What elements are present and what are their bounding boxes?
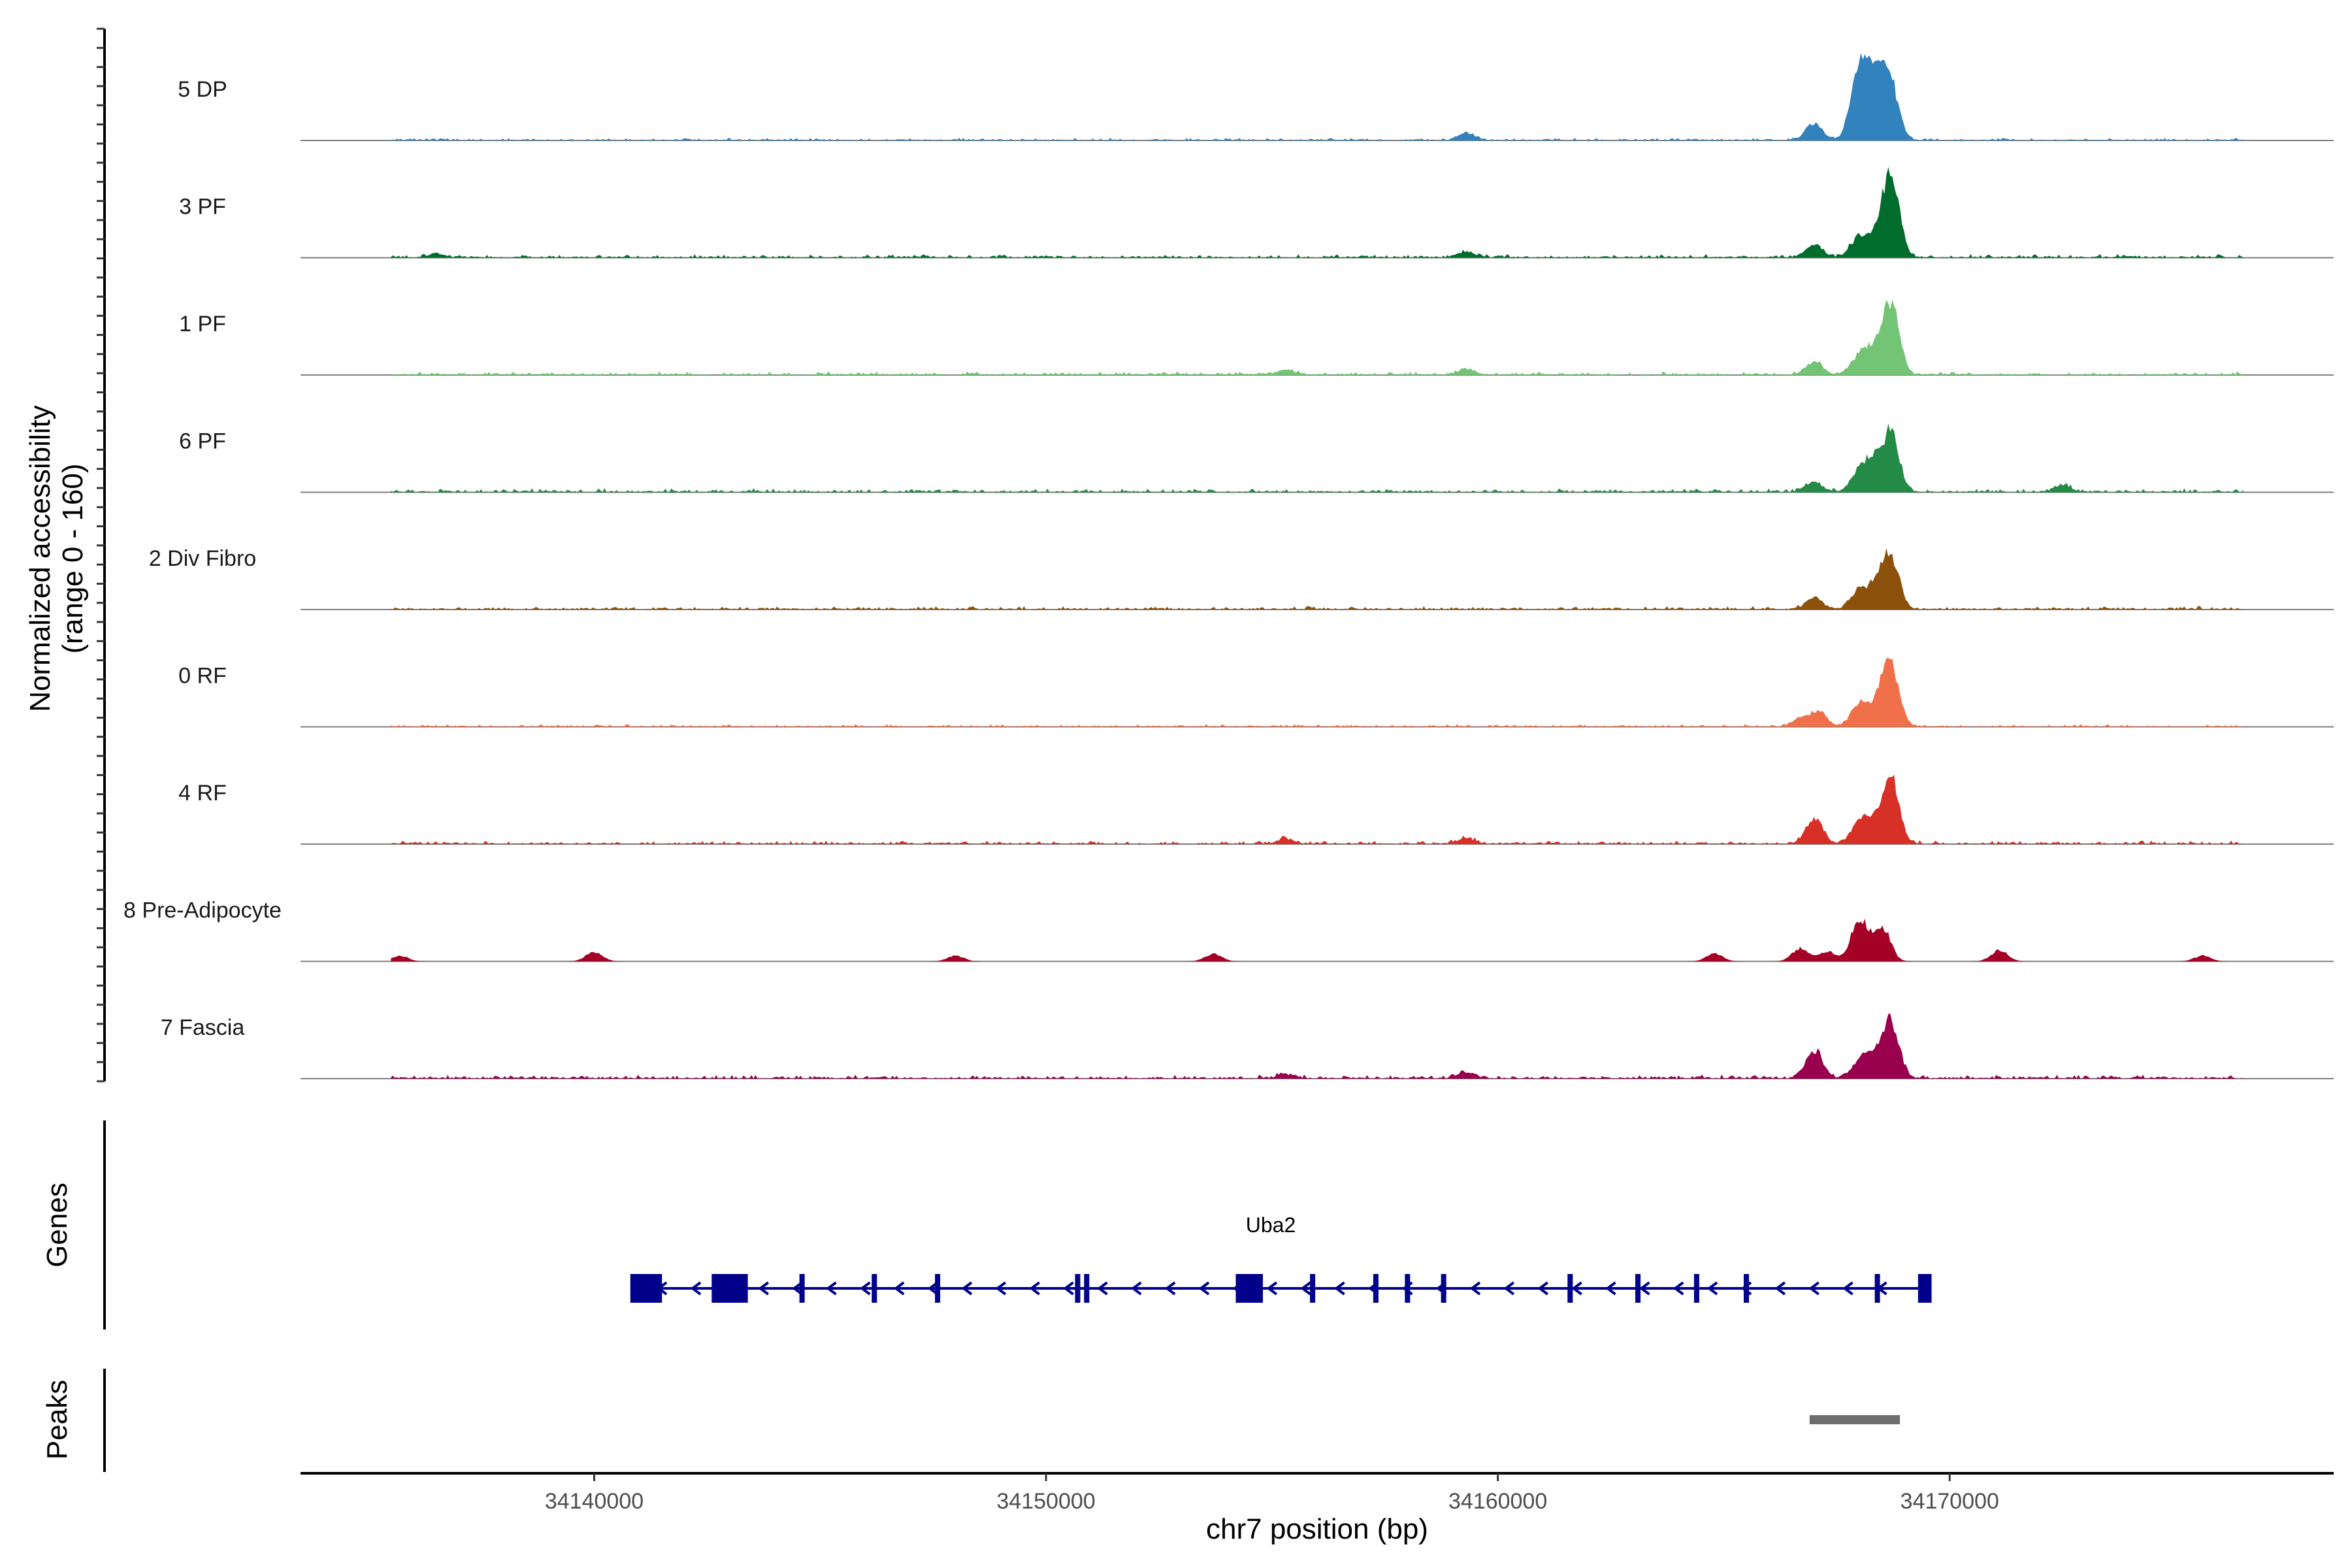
strand-arrow: [1164, 1281, 1176, 1296]
strand-arrow: [1707, 1281, 1718, 1296]
gene-exon: [1441, 1274, 1446, 1303]
gene-exon: [1084, 1274, 1090, 1303]
track-9: 7 Fascia: [161, 1013, 2334, 1079]
strand-arrow: [1097, 1281, 1108, 1296]
x-tick-label: 34160000: [1448, 1489, 1547, 1514]
gene-exon: [1567, 1274, 1573, 1303]
gene-exon: [1918, 1274, 1932, 1303]
track-7: 4 RF: [178, 774, 2334, 845]
track-1: 5 DP: [178, 52, 2334, 141]
strand-arrow: [860, 1281, 871, 1296]
coverage-tracks: 5 DP 3 PF 1 PF 6 PF 2 Div Fibro 0 RF 4 RF 8 Pre…: [123, 52, 2334, 1079]
strand-arrow: [1198, 1281, 1210, 1296]
track-label: 7 Fascia: [161, 1015, 245, 1040]
strand-arrow: [1063, 1281, 1074, 1296]
gene-exon: [1075, 1274, 1081, 1303]
strand-arrow: [961, 1281, 973, 1296]
x-tick-label: 34170000: [1901, 1489, 1999, 1514]
gene-exon: [711, 1274, 748, 1303]
track-label: 5 DP: [178, 77, 227, 102]
y-axis-title-line1: Normalized accessibility: [24, 405, 56, 711]
x-axis: chr7 position (bp) 34140000 34150000 34160…: [301, 1472, 2334, 1545]
coverage-area: [391, 167, 2244, 258]
peak-track-label: Peaks: [41, 1380, 73, 1460]
strand-arrow: [1673, 1281, 1684, 1296]
strand-arrow: [1131, 1281, 1142, 1296]
x-tick-label: 34150000: [996, 1489, 1095, 1514]
coverage-area: [391, 658, 2244, 727]
strand-arrow: [758, 1281, 770, 1296]
gene-exon: [1874, 1274, 1880, 1303]
strand-arrow: [690, 1281, 702, 1296]
track-4: 6 PF: [179, 423, 2334, 493]
strand-arrow: [1639, 1281, 1650, 1296]
gene-exon: [1310, 1274, 1316, 1303]
gene-exon: [799, 1274, 805, 1303]
strand-arrow: [826, 1281, 837, 1296]
peak-track: Peaks: [41, 1369, 1901, 1472]
strand-arrow: [1537, 1281, 1548, 1296]
gene-exon: [630, 1274, 662, 1303]
gene-exon: [872, 1274, 877, 1303]
strand-arrow: [1808, 1281, 1820, 1296]
track-8: 8 Pre-Adipocyte: [123, 898, 2334, 962]
x-axis-title: chr7 position (bp): [1206, 1513, 1428, 1545]
strand-arrow: [1571, 1281, 1582, 1296]
strand-arrow: [1842, 1281, 1854, 1296]
gene-exon: [935, 1274, 941, 1303]
coverage-area: [391, 52, 2244, 140]
track-label: 4 RF: [178, 781, 227, 806]
strand-arrow: [1266, 1281, 1278, 1296]
gene-name-label: Uba2: [1246, 1213, 1296, 1237]
track-label: 8 Pre-Adipocyte: [123, 898, 282, 923]
track-label: 0 RF: [178, 664, 227, 689]
strand-arrow: [1029, 1281, 1040, 1296]
track-6: 0 RF: [178, 658, 2334, 728]
strand-arrow: [1469, 1281, 1481, 1296]
gene-exon: [1693, 1274, 1699, 1303]
coverage-area: [391, 1013, 2244, 1079]
strand-arrow: [1605, 1281, 1616, 1296]
gene-track: Genes Uba2: [41, 1120, 1932, 1330]
gene-exon: [1405, 1274, 1411, 1303]
strand-arrow: [893, 1281, 905, 1296]
strand-arrow: [1300, 1281, 1311, 1296]
coverage-area: [391, 774, 2244, 844]
track-label: 1 PF: [179, 312, 226, 336]
x-tick-label: 34140000: [545, 1489, 644, 1514]
track-3: 1 PF: [179, 299, 2334, 376]
gene-exon: [1635, 1274, 1641, 1303]
y-axis-title-line2: (range 0 - 160): [57, 463, 89, 653]
coverage-area: [391, 423, 2244, 493]
track-label: 2 Div Fibro: [149, 546, 256, 571]
gene-exon: [1743, 1274, 1749, 1303]
strand-arrow: [1334, 1281, 1345, 1296]
y-axis: [97, 27, 106, 1083]
gene-exon: [1235, 1274, 1264, 1303]
coverage-area: [391, 919, 2244, 962]
strand-arrow: [1774, 1281, 1786, 1296]
track-2: 3 PF: [179, 167, 2334, 259]
strand-arrow: [1503, 1281, 1515, 1296]
strand-arrow: [995, 1281, 1007, 1296]
coverage-area: [391, 548, 2244, 610]
gene-track-label: Genes: [41, 1183, 73, 1267]
coverage-area: [391, 299, 2244, 375]
track-label: 3 PF: [179, 195, 226, 220]
peak-region: [1809, 1415, 1901, 1424]
gene-exon: [1373, 1274, 1379, 1303]
track-label: 6 PF: [179, 429, 226, 454]
track-5: 2 Div Fibro: [149, 546, 2334, 610]
y-axis-title: Normalized accessibility (range 0 - 160): [24, 405, 89, 711]
